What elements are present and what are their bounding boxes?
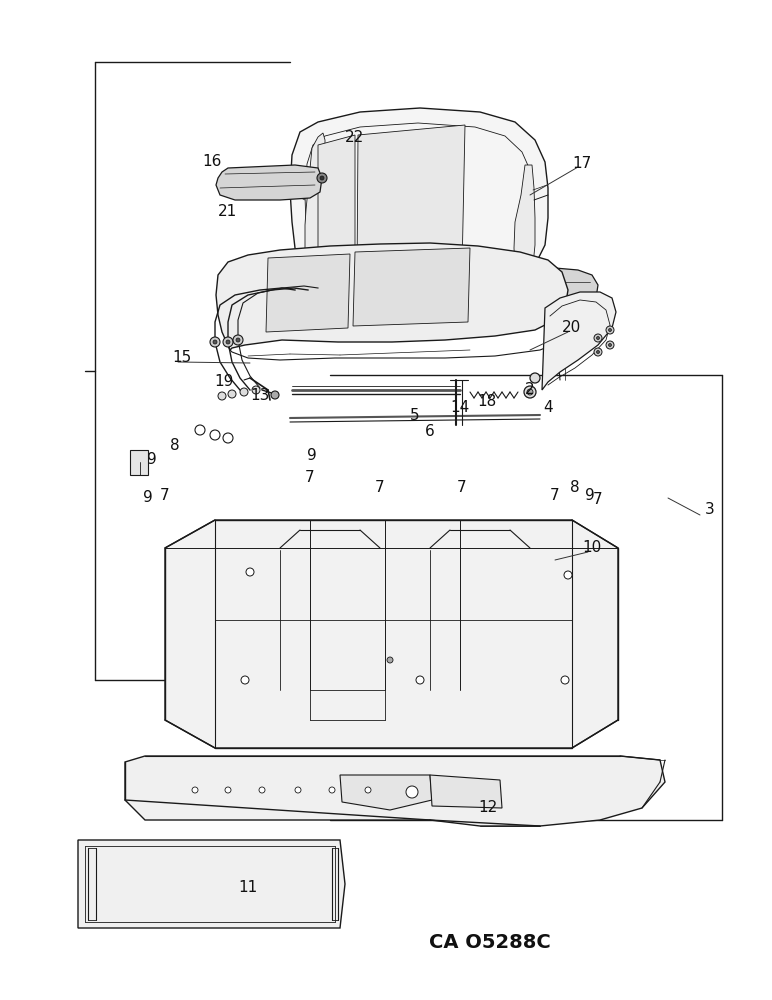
Circle shape [241,676,249,684]
Text: 21: 21 [218,205,238,220]
Text: 8: 8 [571,481,580,495]
Text: 7: 7 [457,481,467,495]
Circle shape [226,340,230,344]
Polygon shape [357,125,465,280]
Polygon shape [305,133,325,255]
Circle shape [228,390,236,398]
Text: 22: 22 [345,130,364,145]
Circle shape [295,787,301,793]
Circle shape [365,787,371,793]
Circle shape [608,344,611,347]
Circle shape [416,676,424,684]
Polygon shape [514,165,535,278]
Circle shape [608,328,611,332]
Circle shape [236,338,240,342]
Circle shape [240,388,248,396]
Circle shape [597,336,600,340]
Circle shape [252,386,260,394]
Polygon shape [340,775,432,810]
Circle shape [192,787,198,793]
Circle shape [246,568,254,576]
Text: 9: 9 [585,488,595,504]
Circle shape [406,786,418,798]
Circle shape [271,391,279,399]
Text: 18: 18 [477,393,496,408]
Text: CA O5288C: CA O5288C [429,932,551,952]
Circle shape [606,326,614,334]
Text: 7: 7 [593,492,603,508]
Text: 7: 7 [375,481,384,495]
Circle shape [317,173,327,183]
Polygon shape [125,756,665,826]
Polygon shape [430,775,502,808]
Circle shape [259,787,265,793]
Polygon shape [266,254,350,332]
Polygon shape [318,135,355,268]
Text: 6: 6 [425,424,435,440]
Text: 16: 16 [202,154,222,169]
Circle shape [387,657,393,663]
Circle shape [561,676,569,684]
Text: 9: 9 [143,489,153,504]
Circle shape [233,335,243,345]
Circle shape [213,340,217,344]
Circle shape [606,341,614,349]
Circle shape [329,787,335,793]
Circle shape [223,337,233,347]
Text: 19: 19 [215,373,234,388]
Text: 15: 15 [172,351,191,365]
Circle shape [225,787,231,793]
Circle shape [564,571,572,579]
Circle shape [527,389,533,395]
Text: 5: 5 [410,408,420,422]
Circle shape [530,373,540,383]
Polygon shape [165,520,618,748]
Circle shape [210,337,220,347]
Polygon shape [216,165,322,200]
Text: 14: 14 [450,400,469,416]
Text: 8: 8 [170,438,180,454]
Text: 11: 11 [239,880,258,894]
Polygon shape [520,268,598,312]
Text: 7: 7 [550,488,560,502]
Circle shape [218,392,226,400]
Text: 12: 12 [479,800,498,816]
Polygon shape [290,108,548,288]
Circle shape [594,348,602,356]
Text: 4: 4 [543,399,553,414]
Text: 3: 3 [705,502,715,518]
Text: 17: 17 [572,155,591,170]
Text: 9: 9 [147,452,157,468]
Polygon shape [353,248,470,326]
Circle shape [597,351,600,354]
Text: 7: 7 [160,488,170,502]
Circle shape [524,386,536,398]
Text: 2: 2 [525,382,535,397]
Text: 20: 20 [562,320,581,336]
Text: 7: 7 [305,471,315,486]
Text: 10: 10 [582,540,601,556]
Polygon shape [542,292,616,390]
Polygon shape [130,450,148,475]
Text: 13: 13 [250,388,269,403]
Circle shape [594,334,602,342]
Polygon shape [216,243,568,350]
Circle shape [320,176,324,180]
Text: 9: 9 [307,448,317,462]
Polygon shape [78,840,345,928]
